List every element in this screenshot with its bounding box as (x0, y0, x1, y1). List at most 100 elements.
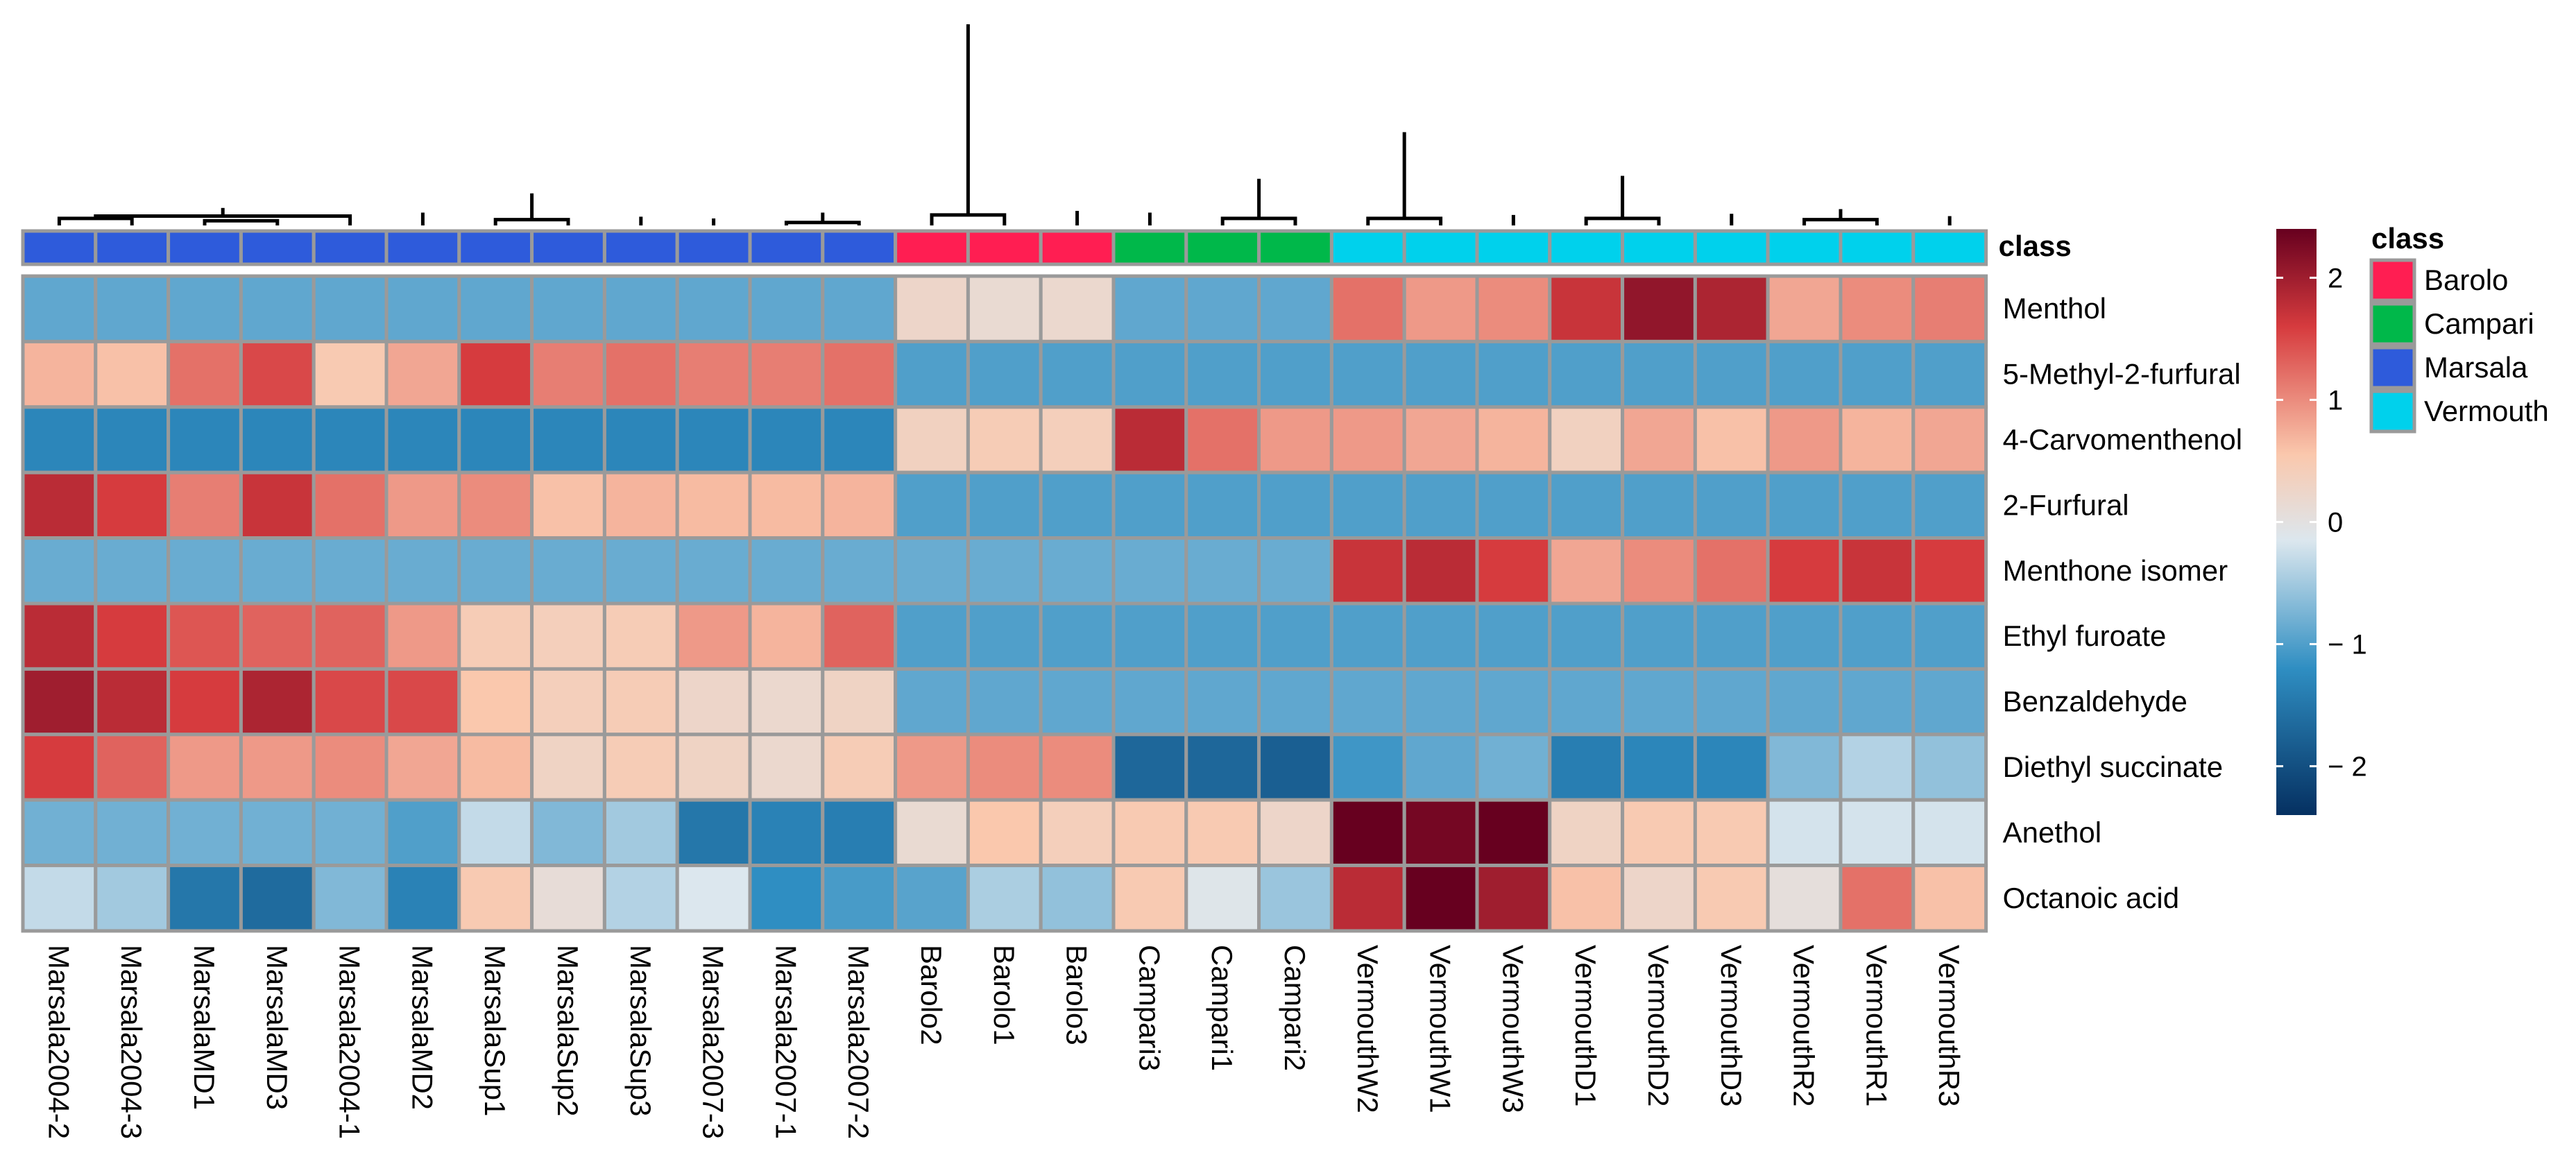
heatmap-cell (966, 405, 1043, 474)
heatmap-cell (384, 798, 461, 868)
annotation-cell (1839, 229, 1916, 266)
column-label: Marsala2004-2 (42, 945, 75, 1139)
class-legend-entries: Barolo Campari Marsala Vermouth (2369, 258, 2549, 434)
heatmap-cell (1475, 798, 1552, 868)
heatmap-cell (312, 536, 389, 606)
heatmap-cell (1475, 470, 1552, 540)
heatmap-cell (1039, 798, 1116, 868)
annotation-cell (748, 229, 825, 266)
heatmap-cell (966, 864, 1043, 933)
heatmap-cell (1329, 601, 1406, 671)
heatmap-cell (384, 405, 461, 474)
heatmap-cell (1766, 733, 1843, 802)
column-label: VermouthR2 (1788, 945, 1820, 1106)
heatmap-cell (457, 536, 534, 606)
column-label: Campari2 (1279, 945, 1311, 1071)
heatmap-cell (1911, 798, 1988, 868)
row-label: 5-Methyl-2-furfural (2003, 358, 2241, 391)
annotation-cell (602, 229, 679, 266)
heatmap-cell (384, 601, 461, 671)
row-label: Ethyl furoate (2003, 619, 2167, 652)
heatmap-cell (602, 864, 679, 933)
heatmap-cell (1548, 667, 1625, 737)
column-dendrogram (57, 24, 1952, 225)
heatmap-cell (1402, 339, 1479, 409)
dendrogram-branch (1366, 216, 1443, 225)
heatmap-cell (312, 864, 389, 933)
heatmap-cell (167, 864, 243, 933)
annotation-cell (1257, 229, 1333, 266)
heatmap-cell (167, 667, 243, 737)
heatmap-cell (384, 470, 461, 540)
dendrogram-branch (57, 216, 134, 225)
heatmap-cell (821, 864, 898, 933)
heatmap-cell (748, 405, 825, 474)
heatmap-cell (966, 733, 1043, 802)
heatmap-cell (675, 798, 752, 868)
heatmap-cell (966, 339, 1043, 409)
heatmap-cell (1111, 667, 1188, 737)
column-label: MarsalaSup2 (552, 945, 584, 1116)
heatmap-cell (167, 798, 243, 868)
heatmap-cell (1257, 667, 1333, 737)
heatmap-cell (675, 405, 752, 474)
heatmap-cell (894, 864, 970, 933)
heatmap-cell (1621, 339, 1697, 409)
heatmap-cell (384, 733, 461, 802)
heatmap-cell (1111, 864, 1188, 933)
heatmap-cell (94, 667, 171, 737)
heatmap-cell (1184, 864, 1261, 933)
heatmap-cell (1184, 470, 1261, 540)
heatmap-cell (1911, 274, 1988, 343)
heatmap-cell (1839, 274, 1916, 343)
heatmap-cell (239, 601, 316, 671)
heatmap-cell (1257, 733, 1333, 802)
heatmap-cell (821, 798, 898, 868)
heatmap-cell (1766, 798, 1843, 868)
annotation-cell (239, 229, 316, 266)
heatmap-cell (21, 667, 98, 737)
heatmap-cell (1402, 864, 1479, 933)
heatmap-cell (675, 864, 752, 933)
heatmap-cell (167, 536, 243, 606)
heatmap-cell (1839, 864, 1916, 933)
heatmap-cell (1621, 601, 1697, 671)
heatmap-cell (894, 667, 970, 737)
heatmap-cell (312, 405, 389, 474)
heatmap-cell (1111, 733, 1188, 802)
heatmap-cell (1111, 339, 1188, 409)
heatmap-cell (1257, 405, 1333, 474)
dendrogram-branch (1584, 216, 1661, 225)
heatmap-cell (1111, 601, 1188, 671)
heatmap-cell (748, 733, 825, 802)
heatmap-cell (1911, 339, 1988, 409)
heatmap-cell (1257, 601, 1333, 671)
heatmap-cell (966, 470, 1043, 540)
heatmap-cell (1548, 339, 1625, 409)
heatmap-cell (894, 601, 970, 671)
colorbar-tick-label: 2 (2328, 263, 2343, 293)
heatmap-cell (1257, 470, 1333, 540)
heatmap-cell (1111, 274, 1188, 343)
heatmap-cell (1766, 470, 1843, 540)
heatmap-cell (748, 536, 825, 606)
annotation-cell (94, 229, 171, 266)
dendrogram-branch (784, 221, 861, 225)
heatmap-cell (21, 798, 98, 868)
row-label: Diethyl succinate (2003, 751, 2223, 783)
column-label: MarsalaSup3 (624, 945, 657, 1116)
heatmap-cell (1329, 339, 1406, 409)
heatmap-cell (1111, 536, 1188, 606)
heatmap-cell (530, 864, 606, 933)
heatmap-cell (894, 536, 970, 606)
heatmap-cell (1329, 470, 1406, 540)
heatmap-cell (1475, 274, 1552, 343)
annotation-cell (894, 229, 970, 266)
heatmap-cell (1257, 536, 1333, 606)
heatmap-cell (457, 470, 534, 540)
row-label: Menthone isomer (2003, 554, 2228, 587)
column-label: Barolo1 (988, 945, 1021, 1045)
heatmap-cell (821, 667, 898, 737)
heatmap-cell (1693, 733, 1770, 802)
